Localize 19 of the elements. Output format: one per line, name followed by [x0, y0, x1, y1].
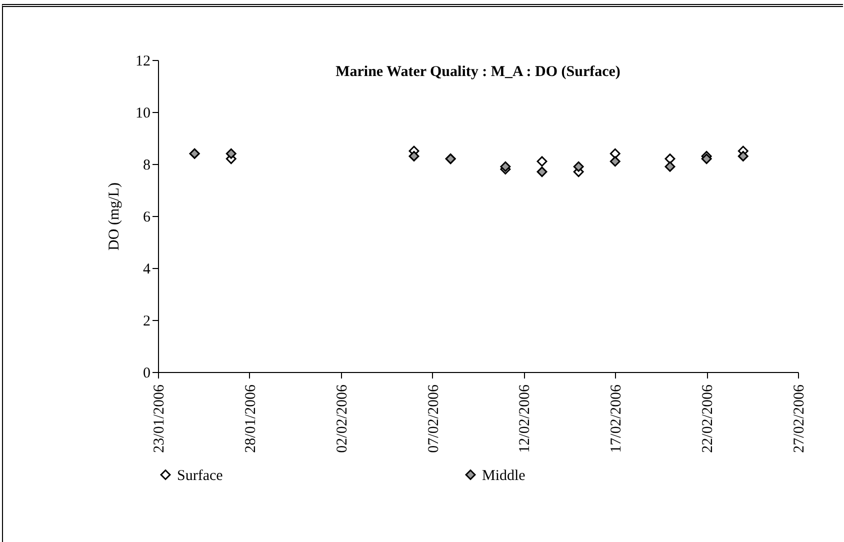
chart-title: Marine Water Quality : M_A : DO (Surface)	[336, 64, 620, 80]
y-tick-label: 10	[136, 106, 150, 122]
x-tick-label: 12/02/2006	[517, 384, 534, 453]
x-tick-label: 17/02/2006	[608, 384, 625, 453]
y-tick-label: 0	[143, 366, 150, 382]
y-tick-label: 4	[143, 262, 151, 278]
y-tick-label: 6	[143, 210, 151, 226]
y-axis-title: DO (mg/L)	[106, 182, 122, 250]
y-tick-label: 8	[143, 158, 150, 174]
x-tick-label: 02/02/2006	[334, 384, 350, 453]
x-tick-label: 07/02/2006	[426, 384, 442, 453]
y-tick-label: 2	[143, 314, 150, 330]
x-tick-label: 27/02/2006	[792, 384, 808, 453]
x-tick-label: 23/01/2006	[152, 384, 168, 453]
y-tick-label: 12	[136, 54, 150, 70]
x-tick-label: 22/02/2006	[700, 384, 716, 453]
legend-label: Surface	[177, 468, 224, 484]
x-tick-label: 28/01/2006	[242, 384, 259, 453]
legend-label: Middle	[482, 468, 526, 484]
